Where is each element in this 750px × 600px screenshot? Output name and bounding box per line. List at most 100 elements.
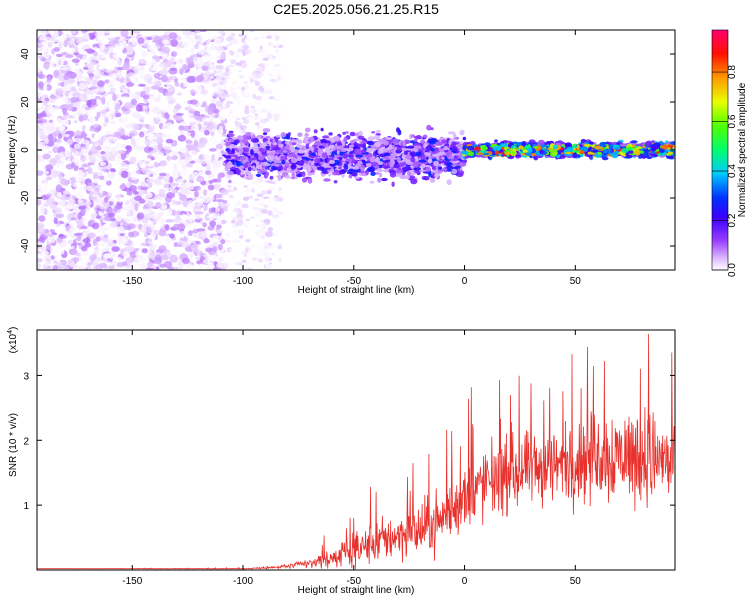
spectrogram-cell [223, 263, 229, 269]
spectrogram-cell [129, 156, 137, 164]
spectrogram-cell [156, 94, 161, 102]
spectrogram-cell [54, 118, 63, 126]
spectrogram-cell [174, 201, 182, 205]
spectrogram-cell [365, 162, 372, 168]
spectrogram-cell [144, 111, 151, 115]
spectrogram-cell [133, 30, 139, 34]
spectrogram-cell [78, 82, 86, 91]
spectrogram-cell [215, 199, 225, 203]
spectrogram-cell [156, 195, 161, 200]
spectrogram-cell [76, 171, 85, 178]
spectrogram-cell [73, 120, 79, 124]
spectrogram-cell [86, 185, 93, 192]
spectrogram-cell [138, 83, 146, 87]
spectrogram-cell [213, 58, 218, 66]
spectrogram-cell [210, 138, 216, 144]
spectrogram-cell [104, 69, 114, 73]
spectrogram-cell [89, 254, 96, 262]
spectrogram-cell [42, 153, 51, 160]
spectrogram-cell [370, 148, 376, 152]
spectrogram-cell [60, 67, 69, 71]
spectrogram-cell [216, 255, 224, 261]
spectrogram-cell [191, 32, 196, 36]
spectrogram-cell [169, 254, 179, 263]
spectrogram-cell [108, 37, 116, 41]
spectrogram-cell [430, 127, 434, 131]
spectrogram-cell [38, 81, 44, 89]
spectrogram-cell [446, 151, 450, 157]
spectrogram-cell [190, 130, 196, 138]
spectrogram-cell [146, 61, 151, 66]
spectrogram-cell [243, 163, 249, 168]
spectrogram-cell [94, 140, 99, 147]
spectrogram-cell [171, 209, 176, 216]
spectrogram-cell [369, 156, 375, 163]
spectrogram-cell [232, 181, 237, 185]
spectrogram-cell [424, 152, 430, 156]
spectrogram-cell [265, 145, 271, 150]
spectrogram-cell [153, 35, 162, 44]
spectrogram-cell [51, 223, 58, 230]
spectrogram-cell [165, 209, 173, 216]
spectrogram-cell [216, 148, 221, 153]
spectrogram-cell [117, 180, 123, 185]
spectrogram-cell [45, 193, 52, 198]
spectrogram-cell [147, 100, 152, 104]
spectrogram-cell [415, 135, 422, 140]
spectrogram-cell [142, 105, 148, 111]
spectrogram-cell [156, 113, 163, 118]
spectrogram-cell [223, 76, 230, 80]
spectrogram-cell [194, 211, 204, 215]
spectrogram-cell [46, 197, 56, 204]
spectrogram-cell [132, 261, 142, 267]
spectrogram-cell [348, 174, 353, 179]
spectrogram-cell [231, 39, 239, 45]
spectrogram-cell [347, 168, 354, 175]
spectrogram-cell [446, 179, 452, 186]
spectrogram-cell [61, 229, 68, 236]
spectrogram-cell [277, 192, 284, 195]
spectrogram-cell [204, 71, 211, 76]
spectrogram-cell [286, 143, 290, 150]
spectrogram-cell [90, 86, 98, 90]
spectrogram-cell [71, 58, 80, 63]
spectrogram-cell [250, 105, 256, 109]
spectrogram-cell [107, 212, 115, 218]
spectrogram-cell [84, 81, 91, 86]
spectrogram-cell [172, 168, 179, 176]
spectrogram-cell [157, 143, 164, 151]
spectrogram-cell [267, 197, 271, 203]
spectrogram-cell [69, 221, 75, 226]
spectrogram-cell [58, 266, 66, 270]
spectrogram-cell [451, 146, 458, 151]
spectrogram-cell [264, 241, 269, 245]
spectrogram-cell [197, 43, 204, 51]
spectrogram-cell [87, 112, 94, 118]
spectrogram-cell [437, 166, 443, 170]
spectrogram-cell [215, 229, 224, 234]
spectrogram-cell [278, 165, 284, 171]
spectrogram-cell [241, 193, 248, 198]
spectrogram-cell [392, 138, 399, 144]
spectrogram-cell [301, 171, 306, 178]
spectrogram-cell [319, 161, 325, 165]
spectrogram-cell [208, 201, 217, 209]
spectrogram-cell [51, 232, 58, 236]
spectrogram-cell [132, 112, 141, 119]
spectrogram-cell [230, 156, 236, 160]
spectrogram-cell [147, 220, 155, 228]
spectrogram-cell [207, 108, 214, 115]
spectrogram-cell [243, 48, 252, 55]
spectrogram-cell [174, 82, 180, 87]
spectrogram-cell [314, 157, 321, 164]
spectrogram-cell [245, 218, 251, 222]
spectrogram-cell [100, 151, 106, 155]
spectrogram-cell [201, 65, 209, 72]
spectrogram-cell [229, 86, 235, 92]
spectrogram-cell [181, 257, 190, 264]
spectrogram-cell [261, 190, 267, 195]
spectrogram-cell [37, 262, 41, 270]
spectrogram-cell [251, 157, 256, 161]
spectrogram-cell [145, 170, 150, 179]
spectrogram-cell [89, 146, 98, 155]
